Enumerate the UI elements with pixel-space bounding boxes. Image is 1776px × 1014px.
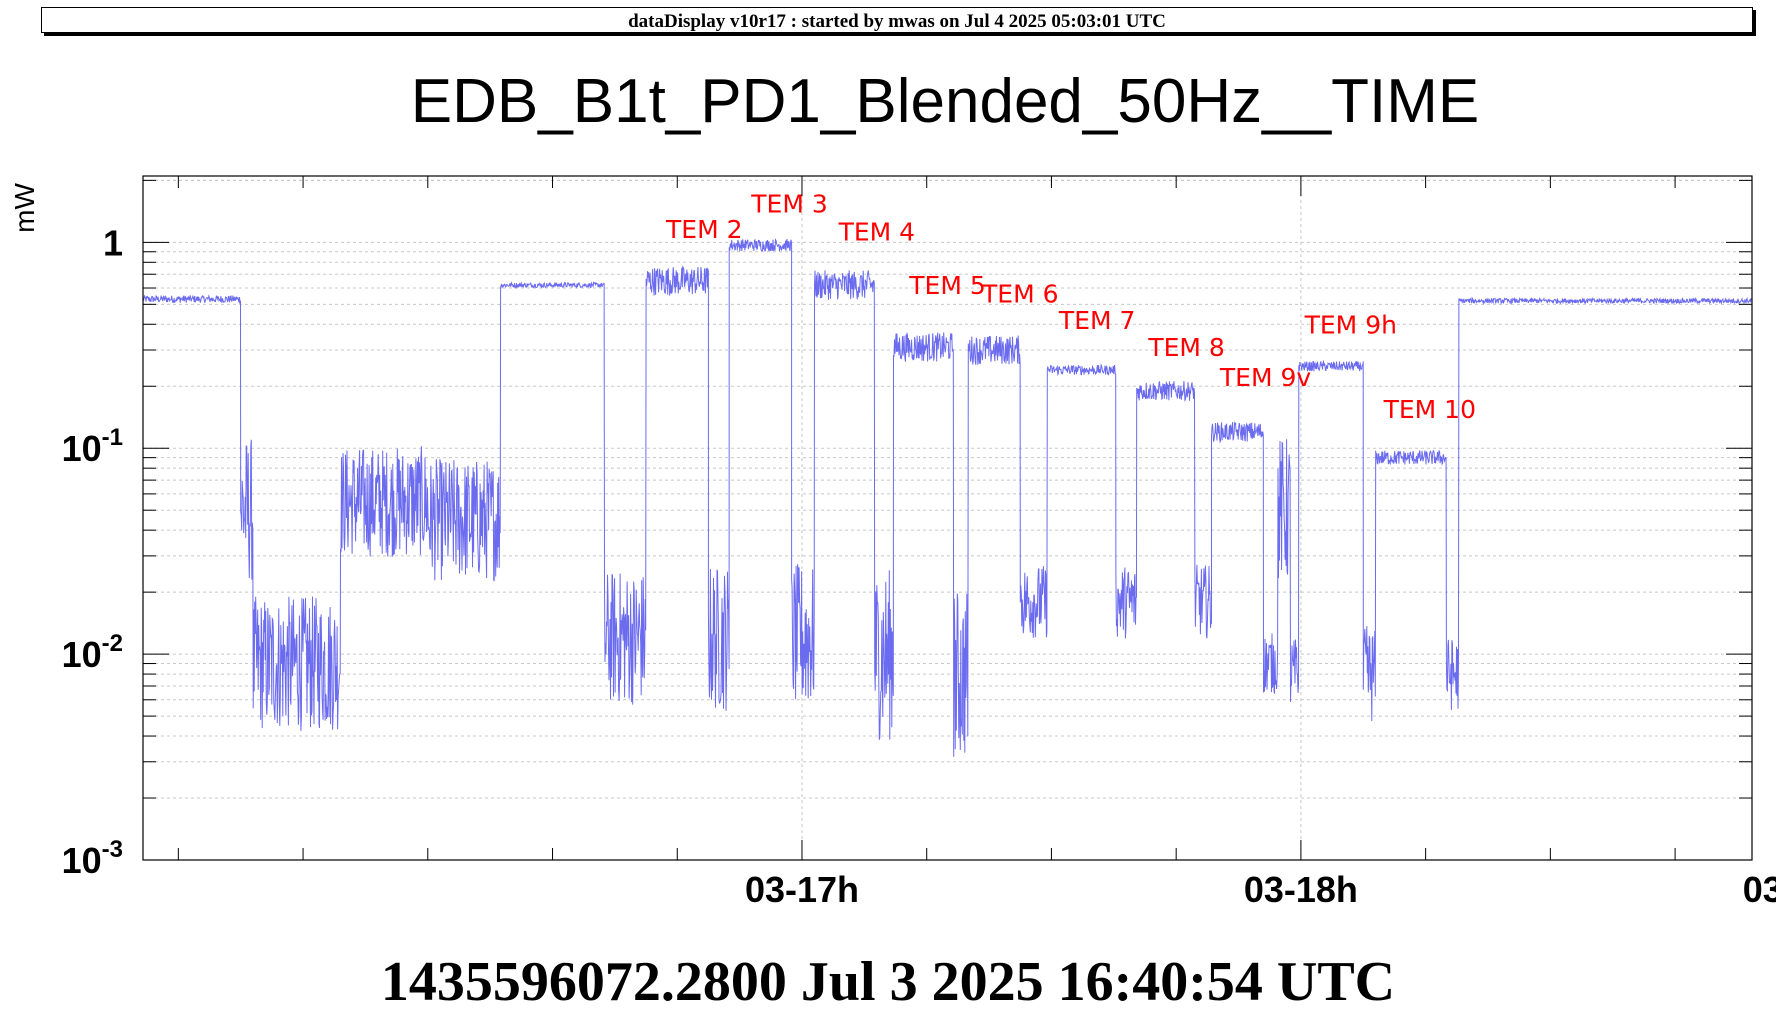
annotation-label: TEM 9v bbox=[1219, 363, 1311, 392]
annotation-label: TEM 8 bbox=[1147, 333, 1225, 362]
annotation-label: TEM 10 bbox=[1383, 395, 1476, 424]
annotation-label: TEM 3 bbox=[750, 189, 828, 218]
plot-frame bbox=[142, 175, 1753, 861]
y-tick-label: 10-2 bbox=[62, 630, 123, 675]
x-tick-label: 03-17h bbox=[745, 869, 859, 910]
annotation-label: TEM 4 bbox=[838, 218, 916, 247]
header-bar: dataDisplay v10r17 : started by mwas on … bbox=[41, 7, 1753, 33]
annotation-label: TEM 2 bbox=[665, 215, 743, 244]
x-tick-label: 03-18h bbox=[1244, 869, 1358, 910]
grid bbox=[143, 176, 1752, 861]
annotation-label: TEM 7 bbox=[1058, 306, 1136, 335]
series-layer bbox=[142, 238, 1752, 757]
y-axis-label: mW bbox=[9, 183, 40, 233]
y-tick-label: 10-3 bbox=[62, 836, 123, 881]
y-axis-ticks: 10-3 10-2 10-1 1 bbox=[62, 179, 1752, 881]
annotation-label: TEM 5 bbox=[908, 271, 986, 300]
annotation-label: TEM 6 bbox=[981, 280, 1059, 309]
header-text: dataDisplay v10r17 : started by mwas on … bbox=[628, 11, 1166, 32]
series-line bbox=[142, 238, 1752, 757]
annotation-label: TEM 9h bbox=[1304, 311, 1397, 340]
footer-timestamp: 1435596072.2800 Jul 3 2025 16:40:54 UTC bbox=[380, 951, 1396, 1013]
y-tick-label: 10-1 bbox=[62, 424, 123, 469]
plot-frame-rect bbox=[142, 175, 1753, 861]
x-axis-ticks: 03-17h 03-18h 03-19h bbox=[177, 176, 1776, 910]
x-tick-label: 03-19h bbox=[1743, 869, 1776, 910]
y-tick-label: 1 bbox=[103, 222, 123, 263]
chart-title: EDB_B1t_PD1_Blended_50Hz__TIME bbox=[411, 67, 1479, 136]
